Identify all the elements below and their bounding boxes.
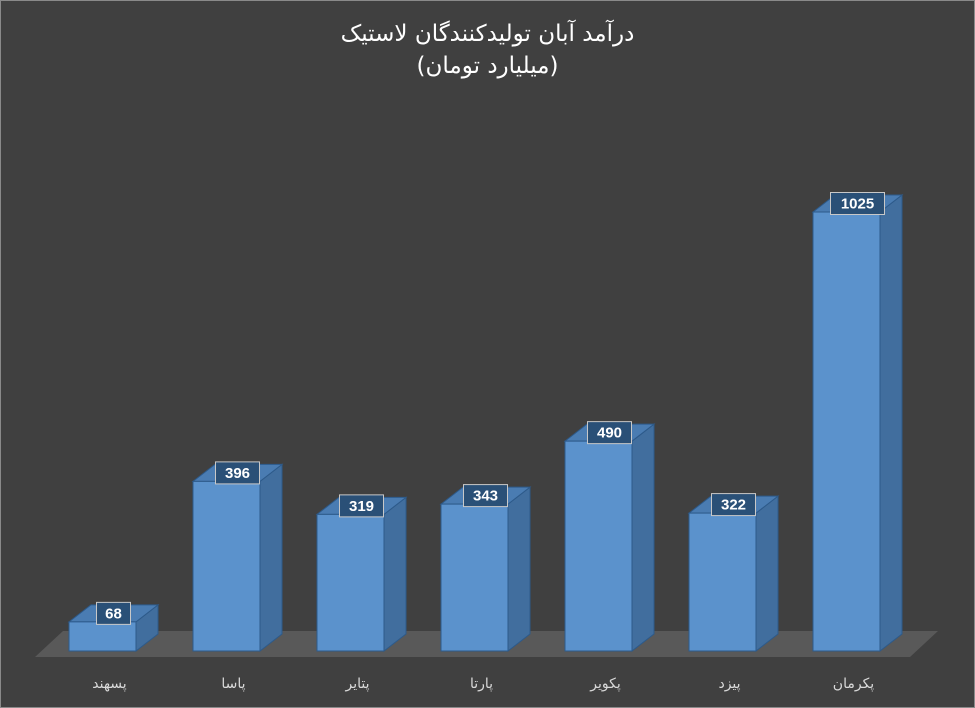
data-label: 490 bbox=[587, 421, 632, 445]
data-label: 319 bbox=[339, 494, 384, 518]
bar-side bbox=[879, 193, 903, 653]
bar-front bbox=[440, 503, 509, 652]
bar-front bbox=[812, 211, 881, 652]
bar-side bbox=[383, 496, 407, 653]
bar-side bbox=[755, 495, 779, 653]
bar bbox=[67, 603, 160, 653]
x-tick-label: پیزد bbox=[718, 676, 740, 692]
bar-front bbox=[564, 440, 633, 652]
bar-side bbox=[631, 423, 655, 653]
data-label-box bbox=[463, 484, 508, 508]
data-label-text: 68 bbox=[105, 605, 122, 622]
bar bbox=[315, 496, 408, 653]
data-label: 396 bbox=[215, 461, 260, 485]
x-tick-label: پاسا bbox=[221, 676, 245, 692]
data-label: 322 bbox=[711, 493, 756, 517]
data-label-box bbox=[711, 493, 756, 517]
x-tick-label: پسهند bbox=[92, 676, 127, 692]
bar-side bbox=[259, 463, 283, 653]
data-label-box bbox=[215, 461, 260, 485]
chart-title: درآمد آبان تولیدکنندگان لاستیک bbox=[340, 21, 635, 47]
data-label-text: 322 bbox=[721, 497, 746, 514]
bar bbox=[439, 486, 532, 653]
chart-title-block: درآمد آبان تولیدکنندگان لاستیک (میلیارد … bbox=[0, 18, 975, 82]
data-label: 1025 bbox=[830, 192, 885, 215]
bar-side bbox=[507, 486, 531, 653]
bar-front bbox=[316, 513, 385, 652]
data-label-text: 343 bbox=[473, 488, 498, 505]
data-label-box bbox=[339, 494, 384, 518]
x-tick-label: پکویر bbox=[589, 676, 621, 692]
bar-front bbox=[688, 512, 757, 652]
data-label-text: 1025 bbox=[841, 196, 874, 213]
data-label-box bbox=[830, 192, 885, 215]
x-tick-label: پکرمان bbox=[833, 676, 875, 692]
chart-subtitle: (میلیارد تومان) bbox=[416, 53, 559, 79]
bar bbox=[811, 193, 904, 653]
bar bbox=[191, 463, 284, 653]
bar bbox=[687, 495, 780, 653]
data-label-text: 490 bbox=[597, 425, 622, 442]
bar-front bbox=[68, 621, 137, 652]
x-tick-label: پارتا bbox=[470, 676, 493, 692]
bar bbox=[563, 423, 656, 653]
x-tick-label: پتایر bbox=[344, 676, 369, 692]
data-label-text: 396 bbox=[225, 465, 250, 482]
data-label: 343 bbox=[463, 484, 508, 508]
data-label: 68 bbox=[96, 601, 131, 625]
data-label-box bbox=[587, 421, 632, 445]
data-label-box bbox=[96, 601, 131, 625]
bar-front bbox=[192, 480, 261, 652]
data-label-text: 319 bbox=[349, 498, 374, 515]
